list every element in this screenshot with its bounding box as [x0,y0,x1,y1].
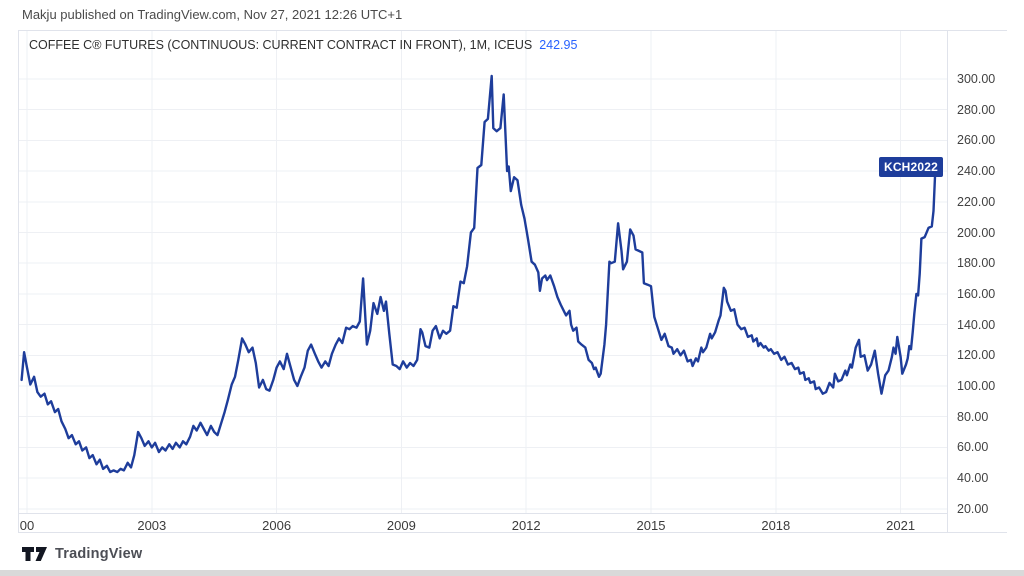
chart-last-price: 242.95 [539,38,578,52]
y-axis-label: 240.00 [957,164,996,179]
x-axis-label: 2003 [137,518,167,533]
y-axis-label: 80.00 [957,409,989,424]
y-axis-label: 300.00 [957,72,996,86]
plot-area[interactable]: COFFEE C® FUTURES (CONTINUOUS: CURRENT C… [19,31,947,513]
tradingview-logo-link[interactable]: TradingView [22,546,142,562]
y-axis-label: 180.00 [957,256,996,271]
price-axis[interactable]: USX 300.00280.00260.00240.00220.00200.00… [947,31,1008,532]
y-axis-label: 220.00 [957,194,996,209]
y-axis-label: 200.00 [957,225,996,240]
y-axis-label: 120.00 [957,348,996,363]
price-line-chart [19,31,947,513]
y-axis-label: 40.00 [957,471,989,486]
contract-price-badge: KCH2022 [879,156,943,177]
x-axis-label: 2006 [262,518,292,533]
x-axis-label: 2015 [636,518,666,533]
chart-title-bar: COFFEE C® FUTURES (CONTINUOUS: CURRENT C… [29,38,577,52]
header-attribution-text: Makju published on TradingView.com, Nov … [22,7,403,22]
x-axis-label: 2009 [386,518,416,533]
y-axis-label: 20.00 [957,501,989,516]
tradingview-logo-icon [22,547,47,561]
x-axis-label: 00 [19,518,35,533]
chart-frame: COFFEE C® FUTURES (CONTINUOUS: CURRENT C… [18,30,1008,533]
y-axis-label: 160.00 [957,286,996,301]
chart-symbol-title: COFFEE C® FUTURES (CONTINUOUS: CURRENT C… [29,38,533,52]
y-axis-label: 280.00 [957,102,996,117]
time-axis[interactable]: 00 2003 2006 2009 2012 2015 2018 2021 [19,513,947,533]
y-axis-label: 100.00 [957,379,996,393]
y-axis-label: 60.00 [957,440,989,455]
y-axis-label: 260.00 [957,133,996,148]
x-axis-label: 2018 [761,518,791,533]
bottom-border-band [0,570,1024,576]
y-axis-label: 140.00 [957,317,996,332]
tradingview-brand-text: TradingView [55,546,143,562]
x-axis-label: 2021 [886,518,916,533]
x-axis-label: 2012 [511,518,541,533]
